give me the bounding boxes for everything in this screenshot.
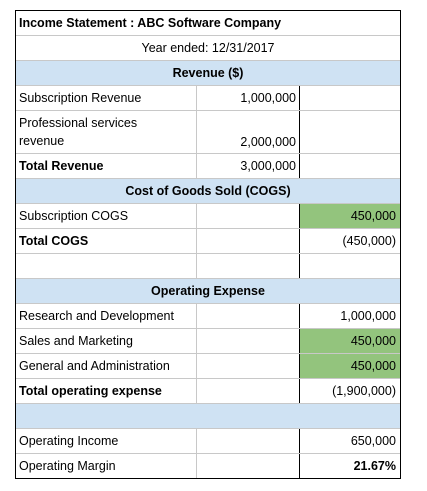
subscription-revenue-row: Subscription Revenue 1,000,000 <box>16 85 400 110</box>
subscription-revenue-col3[interactable] <box>299 86 400 110</box>
sm-value[interactable]: 450,000 <box>299 329 400 353</box>
operating-margin-col2[interactable] <box>196 454 299 478</box>
revenue-header-row: Revenue ($) <box>16 60 400 85</box>
professional-services-label-line2: revenue <box>19 134 65 148</box>
subscription-cogs-label[interactable]: Subscription COGS <box>19 209 129 223</box>
total-revenue-row: Total Revenue 3,000,000 <box>16 153 400 178</box>
total-cogs-row: Total COGS (450,000) <box>16 228 400 253</box>
ga-label[interactable]: General and Administration <box>19 359 170 373</box>
blank-section-row <box>16 403 400 428</box>
total-opex-row: Total operating expense (1,900,000) <box>16 378 400 403</box>
professional-services-col3[interactable] <box>299 111 400 153</box>
operating-income-value[interactable]: 650,000 <box>299 429 400 453</box>
subtitle-row: Year ended: 12/31/2017 <box>16 35 400 60</box>
total-cogs-value[interactable]: (450,000) <box>299 229 400 253</box>
total-revenue-label[interactable]: Total Revenue <box>19 159 104 173</box>
operating-margin-value[interactable]: 21.67% <box>299 454 400 478</box>
empty-row-1 <box>16 253 400 278</box>
opex-header[interactable]: Operating Expense <box>151 284 265 298</box>
operating-income-row: Operating Income 650,000 <box>16 428 400 453</box>
total-cogs-label[interactable]: Total COGS <box>19 234 89 248</box>
operating-margin-label[interactable]: Operating Margin <box>19 459 116 473</box>
subscription-cogs-col2[interactable] <box>196 204 299 228</box>
professional-services-value[interactable]: 2,000,000 <box>196 111 299 153</box>
rd-row: Research and Development 1,000,000 <box>16 303 400 328</box>
subscription-revenue-label[interactable]: Subscription Revenue <box>19 91 142 105</box>
year-ended-cell[interactable]: Year ended: 12/31/2017 <box>141 41 275 55</box>
subscription-cogs-row: Subscription COGS 450,000 <box>16 203 400 228</box>
subscription-revenue-value[interactable]: 1,000,000 <box>196 86 299 110</box>
total-revenue-col3[interactable] <box>299 154 400 178</box>
title-row: Income Statement : ABC Software Company <box>16 11 400 35</box>
ga-row: General and Administration 450,000 <box>16 353 400 378</box>
total-revenue-value[interactable]: 3,000,000 <box>196 154 299 178</box>
professional-services-label[interactable]: Professional services revenue <box>16 111 196 153</box>
rd-value[interactable]: 1,000,000 <box>299 304 400 328</box>
sm-col2[interactable] <box>196 329 299 353</box>
operating-margin-row: Operating Margin 21.67% <box>16 453 400 478</box>
total-opex-value[interactable]: (1,900,000) <box>299 379 400 403</box>
opex-header-row: Operating Expense <box>16 278 400 303</box>
professional-services-label-line1: Professional services <box>19 116 138 130</box>
sm-label[interactable]: Sales and Marketing <box>19 334 133 348</box>
empty-cell[interactable] <box>16 254 196 278</box>
total-cogs-col2[interactable] <box>196 229 299 253</box>
operating-income-label[interactable]: Operating Income <box>19 434 119 448</box>
income-statement-sheet: Income Statement : ABC Software Company … <box>15 10 401 479</box>
ga-col2[interactable] <box>196 354 299 378</box>
sm-row: Sales and Marketing 450,000 <box>16 328 400 353</box>
revenue-header[interactable]: Revenue ($) <box>172 66 244 80</box>
empty-cell[interactable] <box>299 254 400 278</box>
total-opex-label[interactable]: Total operating expense <box>19 384 162 398</box>
cogs-header-row: Cost of Goods Sold (COGS) <box>16 178 400 203</box>
professional-services-row: Professional services revenue 2,000,000 <box>16 110 400 153</box>
total-opex-col2[interactable] <box>196 379 299 403</box>
blank-section-cell[interactable] <box>16 404 400 428</box>
sheet-title[interactable]: Income Statement : ABC Software Company <box>19 16 282 30</box>
rd-col2[interactable] <box>196 304 299 328</box>
cogs-header[interactable]: Cost of Goods Sold (COGS) <box>125 184 291 198</box>
subscription-cogs-value[interactable]: 450,000 <box>299 204 400 228</box>
operating-income-col2[interactable] <box>196 429 299 453</box>
ga-value[interactable]: 450,000 <box>299 354 400 378</box>
rd-label[interactable]: Research and Development <box>19 309 174 323</box>
empty-cell[interactable] <box>196 254 299 278</box>
